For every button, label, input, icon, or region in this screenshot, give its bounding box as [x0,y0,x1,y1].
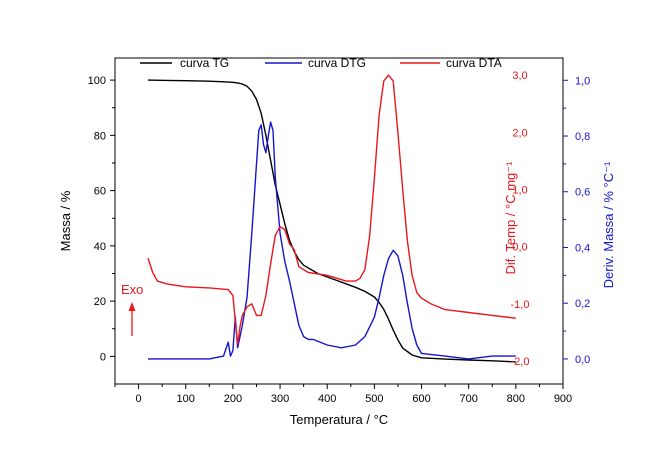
dta-axis-tick-label: 2,0 [512,127,527,139]
left-y-tick-label: 100 [88,75,106,87]
legend: curva TG curva DTG curva DTA [140,56,502,70]
series-layer [147,74,516,363]
x-tick-label: 900 [554,393,572,405]
left-y-tick-label: 40 [94,241,106,253]
x-tick-label: 200 [224,393,242,405]
x-axis-label: Temperatura / °C [290,412,388,427]
exo-label: Exo [121,282,143,297]
x-tick-label: 400 [318,393,336,405]
dtg-axis-tick-label: 0,0 [575,354,590,366]
plot-area-border [114,57,564,385]
dta-axis-tick-label: 0,0 [512,242,527,254]
left-y-tick-label: 60 [94,186,106,198]
dta-axis-label: Dif. Temp / °C mg⁻¹ [503,161,518,275]
legend-label: curva TG [180,56,229,70]
series-line-curva-dtg [148,121,516,360]
dta-axis-tick-label: -2,0 [511,356,530,368]
left-y-tick-label: 80 [94,130,106,142]
x-tick-label: 500 [365,393,383,405]
left-y-tick-label: 0 [100,351,106,363]
exo-annotation: Exo [121,282,143,336]
dtg-axis-label: Deriv. Massa / % °C⁻¹ [601,161,616,288]
plot-frame [114,57,564,385]
dta-axis-tick-label: 3,0 [512,70,527,82]
dtg-axis-tick-label: 0,2 [575,298,590,310]
x-tick-label: 600 [412,393,430,405]
dtg-axis-tick-label: 1,0 [575,75,590,87]
axes-layer: 0 100 200 300 400 500 600 700 800 900Temperatura … [58,70,616,427]
left-y-axis-label: Massa / % [58,190,73,251]
exo-arrow-head [128,302,136,311]
x-tick-label: 0 [136,393,142,405]
series-line-curva-tg [147,79,516,363]
x-tick-label: 800 [507,393,525,405]
legend-label: curva DTA [446,56,502,70]
left-y-tick-label: 20 [94,296,106,308]
dta-axis-tick-label: 1,0 [512,185,527,197]
dtg-axis-tick-label: 0,8 [575,131,590,143]
dtg-axis-tick-label: 0,6 [575,187,590,199]
x-tick-label: 300 [271,393,289,405]
legend-label: curva DTG [308,56,366,70]
dtg-axis-tick-label: 0,4 [575,242,590,254]
series-line-curva-dta [147,74,516,345]
x-tick-label: 100 [177,393,195,405]
dta-axis-tick-label: -1,0 [511,299,530,311]
x-tick-label: 700 [460,393,478,405]
